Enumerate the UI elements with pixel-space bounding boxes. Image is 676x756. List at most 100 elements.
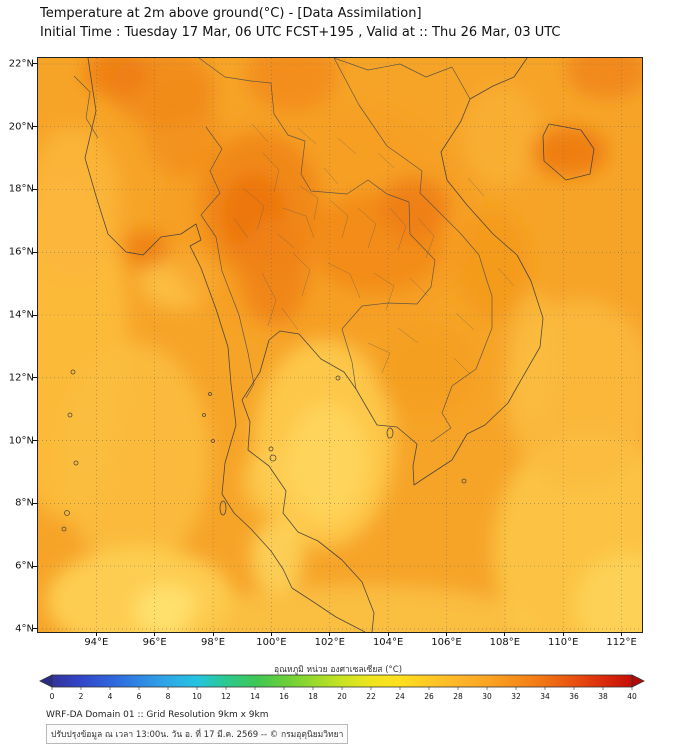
lon-tick-label: 96°E (142, 637, 167, 648)
lon-tick-mark (504, 632, 506, 636)
coastline-east (241, 58, 544, 632)
lat-tick-mark (33, 565, 37, 567)
temp-region-central-thailand-hot (239, 217, 310, 325)
lat-tick-label: 6°N (15, 560, 34, 572)
temp-region-china-northeast-hot (566, 58, 642, 99)
lat-tick-label: 10°N (8, 435, 34, 447)
lon-tick-label: 104°E (372, 637, 404, 648)
temp-region-east-laos-hot (379, 176, 450, 240)
lon-tick-mark (212, 632, 214, 636)
colorbar-tick-label: 2 (79, 692, 84, 701)
colorbar-tick-label: 32 (511, 692, 521, 701)
lat-tick-mark (33, 188, 37, 190)
lat-tick-mark (33, 314, 37, 316)
temp-region-andaman-sea (58, 343, 211, 570)
colorbar-tick-label: 4 (108, 692, 113, 701)
lat-tick-label: 18°N (8, 183, 34, 195)
map-frame (37, 57, 643, 633)
lon-tick-mark (621, 632, 623, 636)
colorbar-tick-label: 40 (627, 692, 637, 701)
lat-tick-mark (33, 63, 37, 65)
lat-tick-label: 14°N (8, 309, 34, 321)
page-title: Temperature at 2m above ground(°C) - [Da… (40, 6, 422, 21)
colorbar-tick-label: 10 (192, 692, 202, 701)
colorbar-title: อุณหภูมิ หน่วย องศาเซลเซียส (°C) (273, 665, 403, 675)
colorbar-left-arrow (39, 674, 53, 688)
temp-region-south-edge-band (183, 584, 535, 632)
footer-model-info: WRF-DA Domain 01 :: Grid Resolution 9km … (46, 710, 269, 720)
colorbar-tick-label: 16 (279, 692, 289, 701)
colorbar-tick-label: 8 (166, 692, 171, 701)
temp-region-cambodia-warm (373, 321, 479, 416)
colorbar-tick-label: 12 (221, 692, 231, 701)
colorbar-tick-label: 20 (337, 692, 347, 701)
lat-tick-label: 8°N (15, 497, 34, 509)
temperature-map (38, 58, 642, 632)
temp-region-gulf-center-bright (286, 402, 368, 523)
lon-tick-label: 102°E (314, 637, 345, 648)
temp-region-gulf-of-tonkin (464, 85, 540, 187)
colorbar-ticks: 0 2 4 6 8 10 12 14 16 18 20 22 24 26 28 30 32 34 36 38 40 (50, 687, 637, 701)
lon-tick-label: 94°E (84, 637, 109, 648)
lon-tick-label: 106°E (431, 637, 462, 648)
grid-lines (38, 58, 642, 632)
temp-region-southwest-bright-spot (134, 584, 199, 632)
lat-tick-label: 22°N (8, 58, 34, 70)
temp-region-vietnam-coast-cool-band (507, 290, 561, 428)
border-laos-vietnam-cambodia (333, 58, 493, 443)
province-borders-layer (233, 123, 515, 375)
lon-tick-mark (446, 632, 447, 636)
temp-region-bay-north-sea (38, 126, 120, 278)
colorbar-right-arrow (631, 674, 645, 688)
lon-tick-mark (95, 632, 97, 636)
colorbar-tick-label: 36 (569, 692, 579, 701)
colorbar-tick-label: 26 (424, 692, 434, 701)
lat-tick-label: 20°N (8, 121, 34, 133)
temp-region-myanmar-mid-hot (143, 82, 219, 177)
lat-tick-label: 4°N (15, 623, 34, 635)
temp-region-myanmar-coast-hot-spot (122, 230, 170, 268)
colorbar-gradient-bar (51, 674, 633, 688)
lat-tick-mark (33, 628, 37, 630)
temp-region-central-vietnam-warm (455, 208, 532, 322)
colorbar-tick-label: 28 (453, 692, 463, 701)
country-borders-layer (73, 58, 493, 443)
hainan-island-outline (542, 123, 595, 181)
lon-tick-mark (329, 632, 331, 636)
colorbar-tick-label: 18 (308, 692, 318, 701)
temp-region-northwest-myanmar-core (84, 58, 149, 99)
temp-region-southeast-corner-yellow (574, 553, 642, 632)
lat-tick-mark (33, 377, 37, 379)
border-myanmar-china-laos (198, 58, 275, 115)
colorbar-tick-label: 24 (395, 692, 405, 701)
lon-tick-label: 108°E (489, 637, 521, 648)
lon-tick-mark (154, 632, 156, 636)
colorbar-tick-label: 14 (250, 692, 260, 701)
lon-tick-mark (270, 632, 272, 636)
coastline-layer (61, 58, 595, 632)
page-subtitle: Initial Time : Tuesday 17 Mar, 06 UTC FC… (40, 25, 561, 40)
colorbar: 0 2 4 6 8 10 12 14 16 18 20 22 24 26 28 30 32 34 36 38 40 (39, 674, 645, 701)
colorbar-tick-label: 34 (540, 692, 550, 701)
lon-tick-label: 112°E (606, 637, 637, 648)
border-thailand-laos-cambodia (273, 113, 436, 390)
temp-region-peninsula-mid-yellow (242, 450, 289, 513)
temp-region-top-center-hot (245, 58, 339, 111)
colorbar-tick-label: 0 (50, 692, 55, 701)
colorbar-tick-label: 38 (598, 692, 608, 701)
lat-tick-mark (33, 502, 37, 504)
coastline-west (84, 58, 366, 632)
lon-tick-label: 100°E (256, 637, 287, 648)
temp-region-hainan-hot (531, 126, 607, 177)
colorbar-tick-label: 30 (482, 692, 492, 701)
temp-region-peninsula-south-yellow (251, 519, 304, 595)
lon-tick-label: 98°E (201, 637, 226, 648)
lat-tick-label: 12°N (8, 372, 34, 384)
lon-tick-mark (387, 632, 389, 636)
border-northwest-corner (73, 75, 99, 139)
border-vietnam-china (333, 58, 471, 100)
temperature-blobs (38, 58, 642, 632)
lon-tick-mark (562, 632, 564, 636)
small-islands (61, 369, 467, 532)
